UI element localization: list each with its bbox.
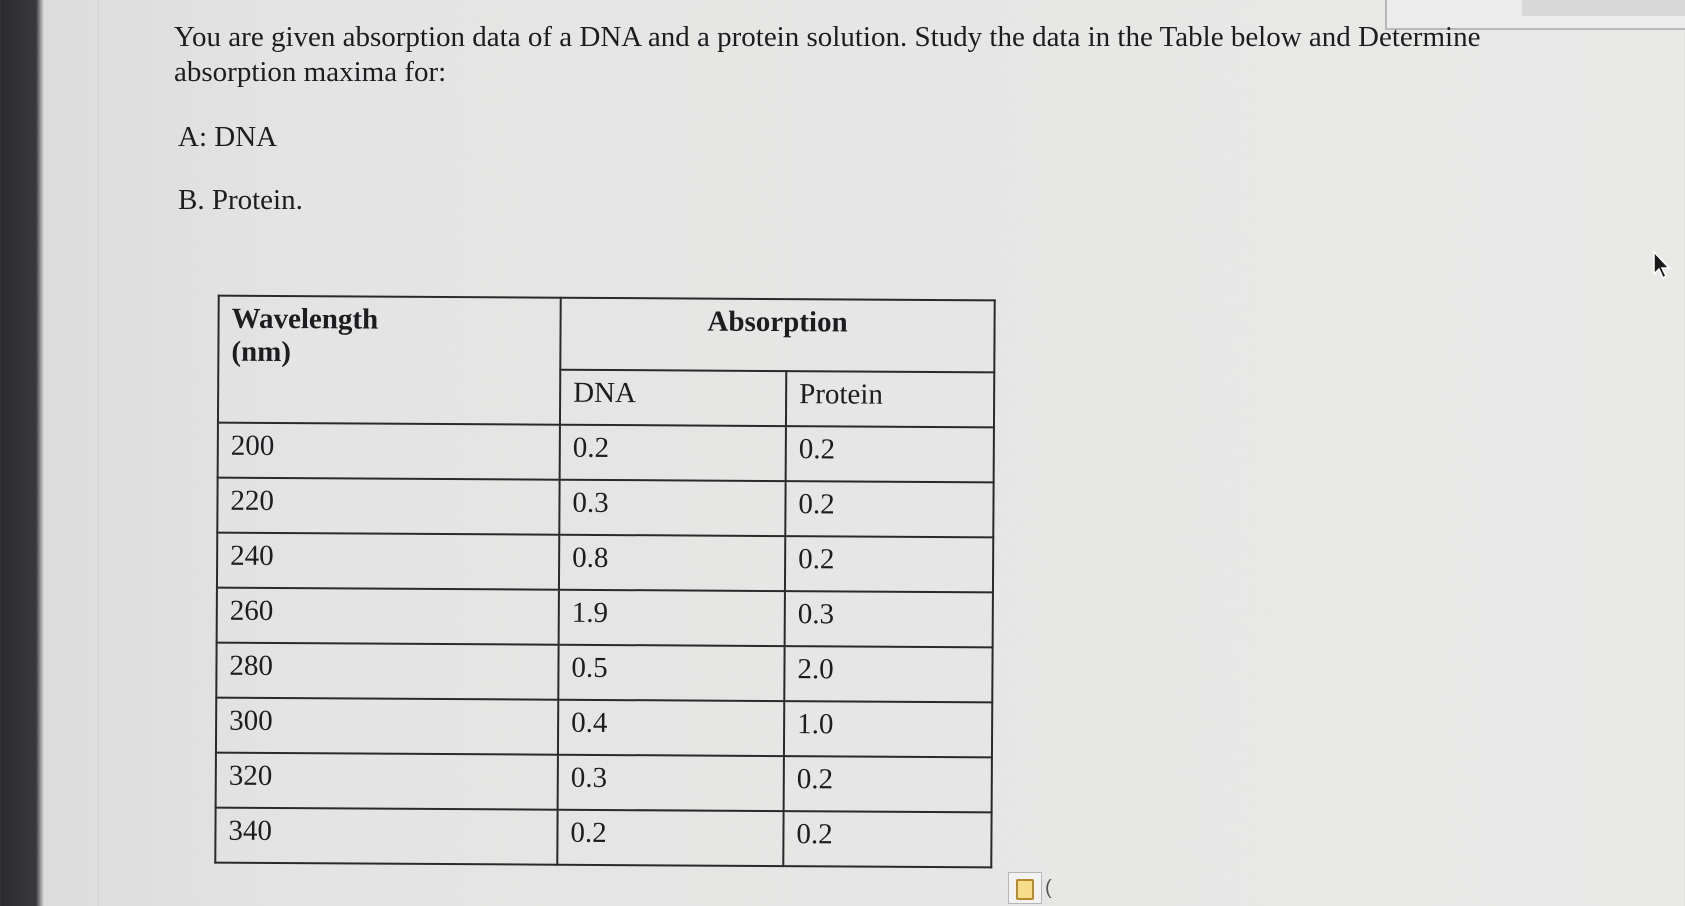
option-b: B. Protein. (178, 184, 303, 216)
table-row: 300 0.4 1.0 (215, 697, 993, 758)
subheader-protein: Protein (785, 371, 995, 428)
clipboard-paste-icon[interactable] (1008, 872, 1042, 904)
table-row: 280 0.5 2.0 (216, 642, 993, 703)
question-text: You are given absorption data of a DNA a… (174, 21, 1481, 88)
table-header-row: Wavelength (nm) Absorption (217, 295, 995, 425)
cell-protein: 0.2 (784, 536, 994, 593)
cell-protein: 1.0 (783, 701, 993, 758)
option-a: A: DNA (178, 121, 278, 153)
cell-dna: 0.5 (558, 644, 785, 702)
cell-dna: 1.9 (558, 589, 785, 647)
cell-wavelength: 260 (216, 587, 559, 645)
subheader-dna: DNA (559, 369, 787, 427)
top-right-box (1385, 0, 1685, 30)
cell-protein: 0.2 (785, 426, 994, 483)
cell-protein: 2.0 (784, 646, 993, 703)
absorption-table: Wavelength (nm) Absorption DNA Protein 2… (214, 295, 995, 869)
cell-dna: 0.8 (558, 534, 786, 592)
table-row: 240 0.8 0.2 (216, 532, 994, 593)
cell-dna: 0.3 (557, 754, 784, 812)
table-row: 340 0.2 0.2 (215, 807, 992, 868)
cell-wavelength: 300 (215, 697, 559, 755)
page-edge (98, 0, 99, 906)
cell-wavelength: 220 (217, 477, 560, 535)
header-wavelength: Wavelength (nm) (217, 295, 561, 425)
cell-dna: 0.4 (557, 699, 785, 757)
cell-wavelength: 240 (216, 532, 560, 590)
paste-options[interactable]: ( (1008, 872, 1052, 904)
table-row: 320 0.3 0.2 (215, 752, 992, 813)
cell-protein: 0.3 (784, 591, 993, 648)
mouse-cursor-icon (1652, 250, 1672, 285)
cell-wavelength: 340 (215, 807, 558, 865)
cell-protein: 0.2 (783, 756, 992, 813)
table-row: 200 0.2 0.2 (217, 422, 994, 483)
cell-dna: 0.2 (559, 424, 786, 482)
cell-dna: 0.3 (559, 479, 786, 537)
top-right-box-fill (1522, 0, 1685, 16)
paste-options-label: ( (1045, 876, 1052, 899)
cell-protein: 0.2 (785, 481, 994, 538)
table-row: 220 0.3 0.2 (217, 477, 994, 538)
cell-protein: 0.2 (783, 811, 992, 868)
cell-dna: 0.2 (557, 809, 784, 867)
table-row: 260 1.9 0.3 (216, 587, 993, 648)
header-absorption: Absorption (560, 297, 995, 373)
cell-wavelength: 320 (215, 752, 558, 810)
cell-wavelength: 280 (216, 642, 559, 700)
cell-wavelength: 200 (217, 422, 560, 480)
header-wavelength-line1: Wavelength (231, 302, 379, 336)
header-wavelength-line2: (nm) (231, 335, 292, 369)
